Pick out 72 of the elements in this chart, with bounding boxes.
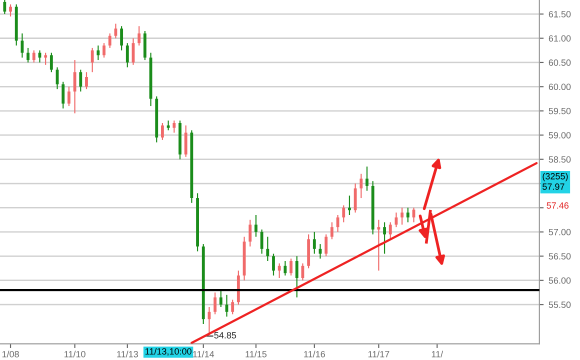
text: (3255) 57.97 [542,172,568,190]
x-tick-label: 11/15 [246,350,267,358]
candlestick [254,214,258,238]
candlestick [114,23,118,39]
candlestick [260,228,264,254]
text: 11/13,10:00 [145,348,192,356]
candlestick [231,299,234,315]
candlestick [290,258,292,276]
candlestick [138,26,141,46]
candlestick [272,253,275,276]
candlestick [68,86,70,107]
y-tick-label: 57.00 [548,228,571,236]
candlestick [248,219,252,248]
y-tick-label: 55.50 [548,302,571,308]
candlestick [184,124,188,158]
candlestick [26,47,30,64]
candlestick [108,32,112,48]
candlestick [342,204,346,223]
candlestick [96,44,100,61]
candlestick [90,47,94,73]
candlestick [284,260,287,276]
candlestick [266,236,270,262]
y-tick-label: 61.00 [548,35,571,42]
candlestick [214,292,217,315]
candlestick [50,52,53,73]
x-tick-label: 11/16 [304,350,325,358]
candlestick [73,59,76,114]
y-tick-label: 58.50 [548,156,571,163]
candlestick [377,219,380,272]
candlestick [278,262,281,278]
candlestick [348,195,351,216]
candlestick [295,256,298,298]
candlestick [330,222,334,240]
candlestick [20,32,24,58]
candlestick [388,222,392,240]
candlestick [324,234,328,257]
candlestick [120,26,124,51]
x-tick-label: 11/ [432,350,444,358]
y-tick-label: 60.00 [548,84,571,90]
candlestick [383,222,386,254]
y-tick-label: 56.50 [548,253,571,260]
candlestick [9,4,12,18]
x-tick-label: 11/13 [117,350,138,358]
candlestick [32,50,36,64]
x-tick-label: 11/14 [193,350,214,358]
candlestick [360,173,363,199]
x-tick-label: 1/08 [2,350,19,358]
candlestick [44,52,48,66]
x-tick-label: 11/10 [64,350,86,358]
candlestick [219,289,222,308]
x-tick-label: 11/17 [368,350,390,358]
candlestick [354,182,357,214]
y-tick-label: 60.50 [548,59,571,66]
candlestick [102,42,106,58]
y-tick-label: 61.50 [548,11,571,18]
candlestick [166,120,170,131]
candlestick [161,122,164,140]
candlestick [85,72,88,90]
candlestick [400,207,404,226]
y-tick-label: 56.00 [548,277,571,284]
candlestick [406,207,410,223]
annotation: 54.85 [214,332,236,338]
y-tick-label: 59.50 [548,108,571,114]
candlestick [3,0,6,15]
candlestick [172,120,176,134]
candlestick [126,42,129,68]
candlestick [366,166,368,192]
candlestick [79,69,82,92]
text: 57.46 [546,202,569,209]
candlestick [312,231,316,254]
y-tick-label: 59.00 [548,132,571,138]
candlestick [62,81,65,110]
